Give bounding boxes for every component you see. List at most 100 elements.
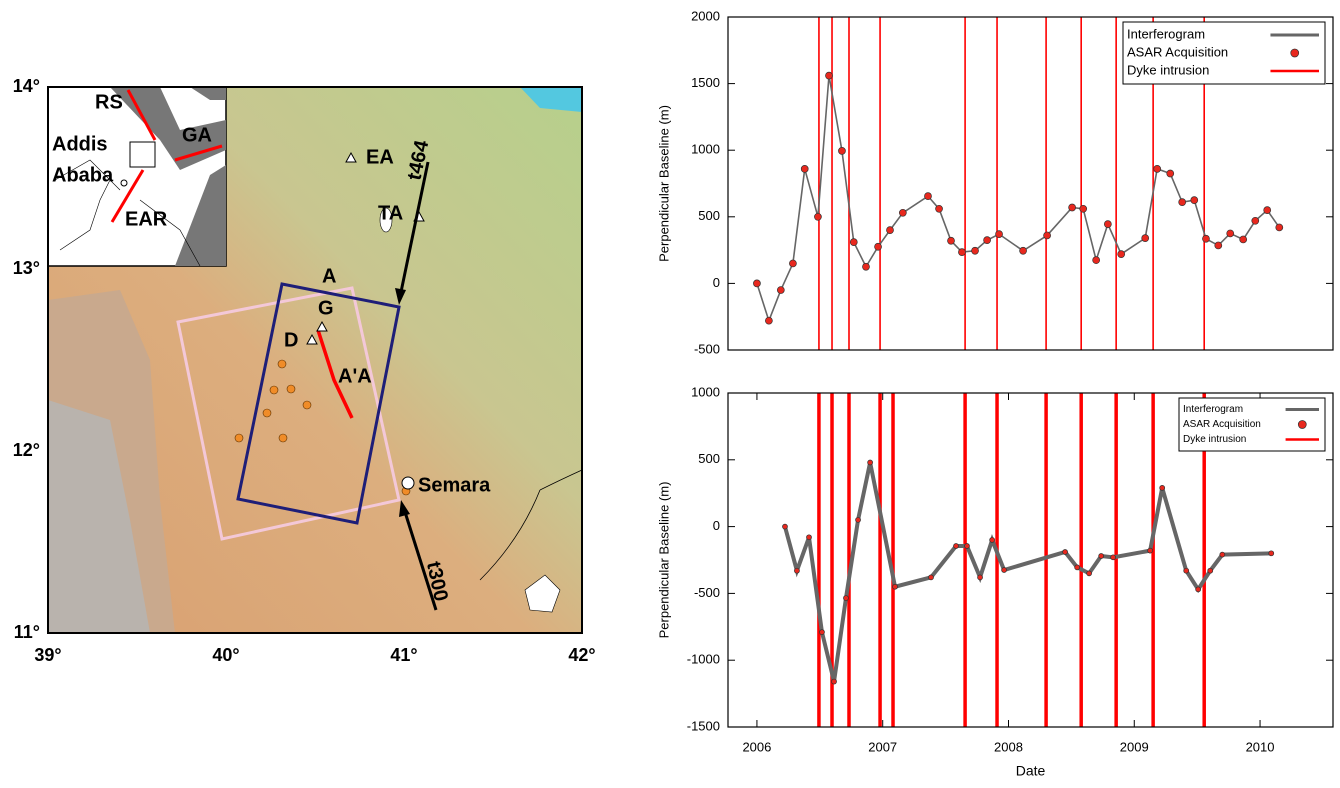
acquisition-point bbox=[868, 460, 873, 465]
acquisition-point bbox=[777, 287, 784, 294]
acquisition-point bbox=[1276, 224, 1283, 231]
acquisition-point bbox=[801, 165, 808, 172]
legend-label: Interferogram bbox=[1183, 404, 1243, 415]
y-tick-label: 2000 bbox=[691, 8, 720, 23]
y-tick-label: -1000 bbox=[687, 652, 720, 667]
acquisition-point bbox=[984, 237, 991, 244]
acquisition-point bbox=[1227, 230, 1234, 237]
map-label: TA bbox=[378, 202, 403, 224]
acquisition-point bbox=[990, 537, 995, 542]
acquisition-point bbox=[1080, 205, 1087, 212]
legend-label: Interferogram bbox=[1127, 26, 1205, 41]
lat-label: 11° bbox=[14, 622, 40, 642]
acquisition-point bbox=[1202, 235, 1209, 242]
x-tick-label: 2010 bbox=[1246, 739, 1275, 754]
acquisition-point bbox=[1063, 549, 1068, 554]
acquisition-point bbox=[850, 239, 857, 246]
y-tick-label: -500 bbox=[694, 341, 720, 356]
y-tick-label: -1500 bbox=[687, 718, 720, 733]
acquisition-point bbox=[964, 543, 969, 548]
acquisition-point bbox=[1075, 565, 1080, 570]
acquisition-point bbox=[1160, 485, 1165, 490]
acquisition-point bbox=[954, 543, 959, 548]
acquisition-point bbox=[1020, 247, 1027, 254]
acquisition-point bbox=[1093, 257, 1100, 264]
y-tick-label: 1000 bbox=[691, 142, 720, 157]
map-label: A'A bbox=[338, 365, 372, 387]
inset-city bbox=[121, 180, 127, 186]
acquisition-point bbox=[1208, 568, 1213, 573]
acquisition-point bbox=[887, 227, 894, 234]
lon-label: 40° bbox=[212, 645, 239, 665]
y-tick-label: 0 bbox=[713, 518, 720, 533]
y-axis-label: Perpendicular Baseline (m) bbox=[656, 105, 671, 262]
x-axis-label: Date bbox=[1016, 763, 1046, 779]
acquisition-point bbox=[789, 260, 796, 267]
acquisition-point bbox=[856, 517, 861, 522]
acquisition-point bbox=[1154, 165, 1161, 172]
series-line bbox=[785, 462, 1271, 681]
y-tick-label: -500 bbox=[694, 585, 720, 600]
acquisition-point bbox=[893, 584, 898, 589]
map-label: Ababa bbox=[52, 164, 114, 186]
lat-label: 13° bbox=[13, 258, 40, 278]
acquisition-point bbox=[1148, 548, 1153, 553]
y-tick-label: 500 bbox=[698, 208, 720, 223]
figure: RS GA Addis Ababa EAR EA TA A G D A'A Se… bbox=[0, 0, 1340, 783]
acquisition-point bbox=[1142, 235, 1149, 242]
acquisition-point bbox=[978, 575, 983, 580]
map: RS GA Addis Ababa EAR EA TA A G D A'A Se… bbox=[13, 76, 596, 665]
acquisition-point bbox=[1044, 232, 1051, 239]
lon-label: 39° bbox=[34, 645, 61, 665]
legend-swatch bbox=[1298, 421, 1306, 429]
lon-label: 42° bbox=[568, 645, 595, 665]
acquisition-point bbox=[1269, 551, 1274, 556]
y-tick-label: 1000 bbox=[691, 384, 720, 399]
acquisition-point bbox=[1240, 236, 1247, 243]
acquisition-point bbox=[819, 630, 824, 635]
acquisition-point bbox=[1215, 242, 1222, 249]
acquisition-point bbox=[1099, 553, 1104, 558]
map-label: Semara bbox=[418, 474, 491, 496]
y-tick-label: 500 bbox=[698, 451, 720, 466]
map-label: EAR bbox=[125, 208, 168, 230]
acquisition-point bbox=[1167, 170, 1174, 177]
acquisition-point bbox=[1264, 207, 1271, 214]
acquisition-point bbox=[1196, 587, 1201, 592]
acquisition-point bbox=[794, 568, 799, 573]
acquisition-point bbox=[1069, 204, 1076, 211]
acquisition-point bbox=[782, 524, 787, 529]
acquisition-point bbox=[875, 243, 882, 250]
legend-label: Dyke intrusion bbox=[1183, 434, 1246, 445]
x-tick-label: 2008 bbox=[994, 739, 1023, 754]
x-tick-label: 2006 bbox=[742, 739, 771, 754]
acquisition-point bbox=[1252, 217, 1259, 224]
acquisition-point bbox=[972, 247, 979, 254]
acquisition-point bbox=[1179, 199, 1186, 206]
map-label: EA bbox=[366, 146, 394, 168]
lat-label: 12° bbox=[13, 440, 40, 460]
legend-label: ASAR Acquisition bbox=[1127, 44, 1228, 59]
acquisition-point bbox=[1002, 568, 1007, 573]
y-tick-label: 0 bbox=[713, 275, 720, 290]
acquisition-point bbox=[996, 231, 1003, 238]
x-tick-label: 2009 bbox=[1120, 739, 1149, 754]
acquisition-point bbox=[958, 249, 965, 256]
acquisition-point bbox=[838, 147, 845, 154]
acquisition-point bbox=[814, 213, 821, 220]
legend-swatch bbox=[1291, 49, 1299, 57]
acquisition-point bbox=[1220, 552, 1225, 557]
legend-label: Dyke intrusion bbox=[1127, 62, 1209, 77]
map-label: RS bbox=[95, 91, 123, 113]
acquisition-point bbox=[832, 679, 837, 684]
map-label: Addis bbox=[52, 133, 108, 155]
acquisition-point bbox=[924, 193, 931, 200]
town bbox=[402, 477, 414, 489]
page: {"map": {"xticks": ["39°", "40°", "41°",… bbox=[0, 0, 1340, 783]
acquisition-point bbox=[826, 72, 833, 79]
x-tick-label: 2007 bbox=[868, 739, 897, 754]
legend-label: ASAR Acquisition bbox=[1183, 419, 1261, 430]
acquisition-point bbox=[1104, 221, 1111, 228]
acquisition-point bbox=[862, 263, 869, 270]
acquisition-point bbox=[1118, 251, 1125, 258]
